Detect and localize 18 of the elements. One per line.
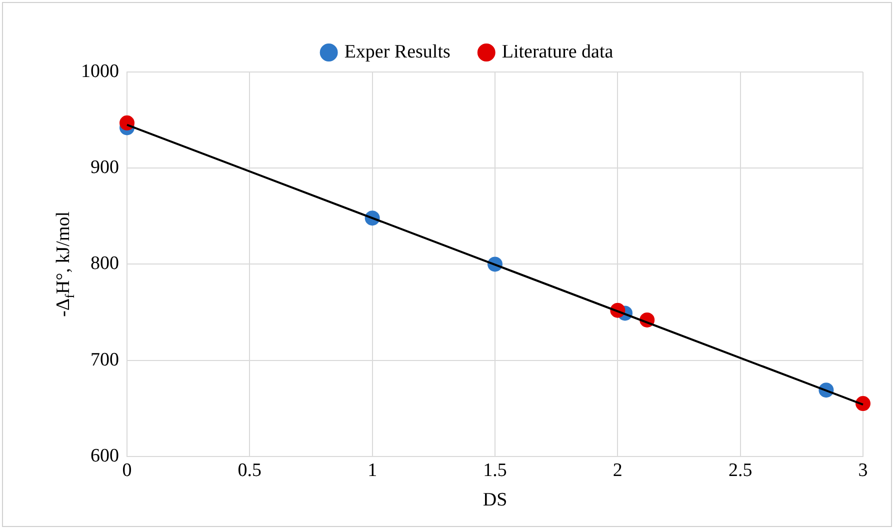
y-axis-title: -ΔfH°, kJ/mol bbox=[53, 211, 77, 317]
x-tick-label: 0 bbox=[122, 460, 132, 481]
y-tick-label: 900 bbox=[90, 157, 119, 178]
x-tick-label: 1 bbox=[368, 460, 378, 481]
y-tick-label: 1000 bbox=[81, 60, 119, 82]
y-tick-label: 700 bbox=[90, 349, 119, 370]
x-tick-label: 2 bbox=[612, 460, 622, 481]
x-axis-title: DS bbox=[482, 490, 508, 511]
point bbox=[856, 396, 870, 412]
x-tick-label: 2.5 bbox=[728, 460, 752, 481]
y-tick-label: 600 bbox=[90, 445, 119, 466]
legend-label: Literature data bbox=[502, 41, 614, 62]
point bbox=[120, 115, 134, 130]
x-tick-label: 0.5 bbox=[238, 460, 262, 481]
legend-label: Exper Results bbox=[344, 41, 450, 62]
y-tick-label: 800 bbox=[90, 253, 119, 274]
x-tick-label: 3 bbox=[858, 460, 868, 481]
x-tick-label: 1.5 bbox=[483, 460, 507, 481]
